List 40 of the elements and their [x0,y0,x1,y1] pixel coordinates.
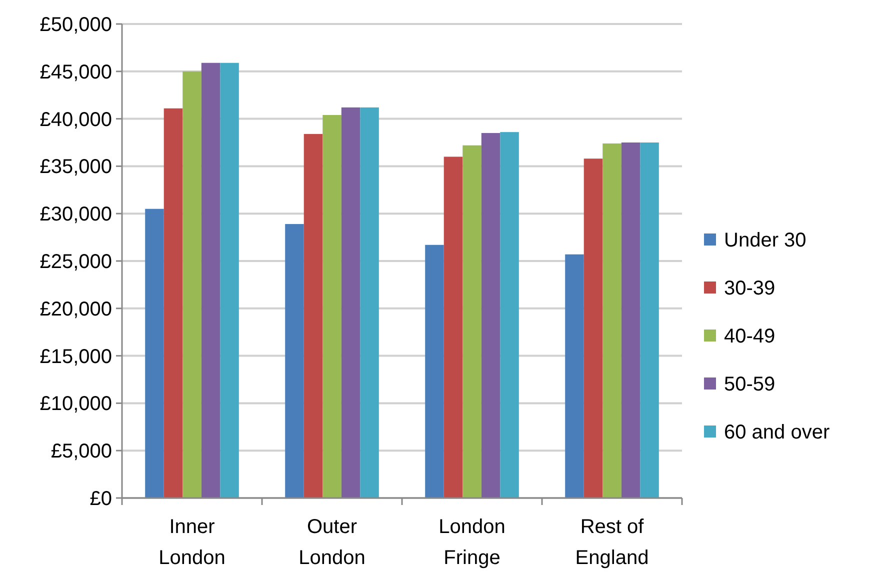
legend-label: 30-39 [724,278,776,300]
bar [584,158,603,498]
bar [602,143,622,498]
bar [481,133,500,498]
bar [145,208,164,498]
bar [462,145,482,498]
x-tick-label: Rest of England [575,516,649,569]
y-tick-label: £50,000 [40,14,112,36]
bar [621,142,640,498]
y-tick-label: £25,000 [40,251,112,273]
y-tick-label: £35,000 [40,156,112,178]
legend-label: 60 and over [724,422,830,444]
bar [565,254,584,498]
bar [360,107,379,498]
bar [201,62,220,498]
y-tick-label: £5,000 [50,440,112,463]
bar [220,62,239,498]
bar [182,71,202,498]
bar [285,224,304,498]
bar [304,134,323,498]
y-tick-label: £30,000 [40,204,112,226]
bar [341,107,360,498]
y-tick-label: £40,000 [40,108,112,131]
bar [425,244,444,498]
x-tick-label: London Fringe [438,516,506,569]
bar [164,108,183,498]
x-tick-label: Outer London [298,516,366,569]
y-tick-label: £10,000 [40,393,112,416]
y-tick-label: £0 [90,488,112,510]
y-tick-label: £45,000 [40,61,112,84]
bar [640,142,659,498]
bar [444,156,463,498]
x-tick-label: Inner London [158,516,226,569]
legend-label: Under 30 [724,230,806,252]
bar [500,132,519,498]
legend-label: 40-49 [724,326,776,348]
legend-label: 50-59 [724,374,776,396]
y-tick-label: £20,000 [40,298,112,320]
y-tick-label: £15,000 [40,346,112,368]
bar [322,115,342,498]
